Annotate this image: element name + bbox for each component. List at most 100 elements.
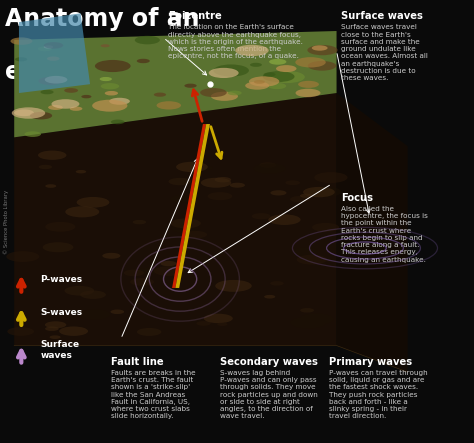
Ellipse shape (45, 222, 75, 232)
Ellipse shape (156, 101, 181, 109)
Ellipse shape (45, 326, 59, 331)
Ellipse shape (270, 190, 286, 195)
Ellipse shape (171, 218, 201, 228)
Ellipse shape (15, 57, 27, 62)
Ellipse shape (47, 56, 60, 61)
Ellipse shape (59, 326, 88, 336)
Ellipse shape (215, 280, 252, 292)
Ellipse shape (124, 270, 144, 276)
Ellipse shape (249, 76, 279, 87)
Ellipse shape (130, 278, 154, 286)
Text: S-waves lag behind
P-waves and can only pass
through solids. They move
rock part: S-waves lag behind P-waves and can only … (220, 370, 318, 420)
Ellipse shape (137, 268, 159, 275)
Text: Also called the
hypocentre, the focus is
the point within the
Earth's crust wher: Also called the hypocentre, the focus is… (341, 206, 428, 263)
Text: The location on the Earth's surface
directly above the earthquake focus,
which i: The location on the Earth's surface dire… (168, 24, 303, 59)
Ellipse shape (254, 163, 285, 174)
Ellipse shape (38, 47, 52, 51)
Ellipse shape (135, 36, 160, 44)
Ellipse shape (46, 184, 56, 188)
Ellipse shape (77, 197, 109, 208)
Ellipse shape (259, 163, 276, 168)
Polygon shape (172, 124, 206, 288)
Text: © Science Photo Library: © Science Photo Library (4, 190, 9, 253)
Ellipse shape (52, 99, 80, 109)
Ellipse shape (250, 63, 262, 67)
Ellipse shape (30, 112, 52, 120)
Ellipse shape (264, 73, 275, 77)
Ellipse shape (109, 98, 130, 105)
Ellipse shape (276, 65, 297, 72)
Ellipse shape (100, 83, 119, 89)
Ellipse shape (314, 172, 347, 183)
Ellipse shape (270, 281, 284, 286)
Ellipse shape (70, 106, 82, 111)
Ellipse shape (160, 261, 176, 266)
Ellipse shape (217, 323, 228, 326)
Ellipse shape (92, 100, 128, 112)
Polygon shape (337, 93, 408, 372)
Ellipse shape (64, 88, 78, 93)
Ellipse shape (211, 92, 238, 101)
Ellipse shape (300, 308, 314, 313)
Ellipse shape (184, 84, 197, 88)
Ellipse shape (269, 71, 305, 83)
Text: earthquake: earthquake (5, 60, 157, 84)
Ellipse shape (298, 81, 319, 88)
Ellipse shape (44, 42, 64, 49)
Polygon shape (14, 93, 337, 346)
Ellipse shape (263, 71, 294, 82)
Ellipse shape (48, 105, 63, 110)
Ellipse shape (208, 192, 232, 200)
Ellipse shape (200, 88, 227, 97)
Ellipse shape (76, 170, 86, 173)
Ellipse shape (64, 286, 94, 295)
Ellipse shape (154, 93, 166, 97)
Ellipse shape (300, 314, 333, 325)
Ellipse shape (308, 61, 336, 71)
Ellipse shape (269, 59, 286, 65)
Text: Faults are breaks in the
Earth's crust. The fault
shown is a 'strike-slip'
like : Faults are breaks in the Earth's crust. … (111, 370, 196, 420)
Ellipse shape (290, 196, 310, 202)
Ellipse shape (172, 224, 198, 233)
Polygon shape (175, 124, 210, 288)
Ellipse shape (44, 45, 53, 49)
Text: S-waves: S-waves (40, 308, 82, 317)
Ellipse shape (303, 187, 335, 197)
Ellipse shape (40, 90, 54, 94)
Ellipse shape (82, 95, 91, 98)
Polygon shape (19, 13, 90, 93)
Ellipse shape (295, 89, 320, 97)
Ellipse shape (14, 109, 34, 116)
Ellipse shape (12, 107, 45, 119)
Ellipse shape (268, 83, 286, 89)
Ellipse shape (204, 314, 233, 323)
Text: P-waves: P-waves (40, 275, 82, 284)
Ellipse shape (245, 82, 269, 89)
Text: Fault line: Fault line (111, 357, 164, 367)
Text: Epicentre: Epicentre (168, 11, 222, 21)
Ellipse shape (111, 120, 125, 124)
Ellipse shape (252, 213, 271, 219)
Ellipse shape (184, 231, 207, 238)
Ellipse shape (154, 266, 184, 276)
Ellipse shape (201, 178, 231, 188)
Ellipse shape (95, 60, 131, 72)
Text: Anatomy of an: Anatomy of an (5, 7, 199, 31)
Ellipse shape (137, 328, 161, 336)
Ellipse shape (105, 91, 118, 96)
Ellipse shape (235, 45, 269, 56)
Ellipse shape (65, 206, 99, 218)
Text: Surface waves travel
close to the Earth's
surface and make the
ground undulate l: Surface waves travel close to the Earth'… (341, 24, 428, 81)
Ellipse shape (169, 178, 191, 185)
Ellipse shape (43, 242, 73, 252)
Ellipse shape (228, 90, 242, 95)
Text: Primary waves: Primary waves (329, 357, 412, 367)
Ellipse shape (215, 177, 231, 183)
Ellipse shape (45, 76, 67, 84)
Ellipse shape (25, 131, 41, 137)
Text: P-waves can travel through
solid, liquid or gas and are
the fastest shock waves.: P-waves can travel through solid, liquid… (329, 370, 428, 420)
Ellipse shape (171, 195, 194, 203)
Ellipse shape (176, 162, 208, 172)
Ellipse shape (295, 57, 326, 67)
Ellipse shape (300, 194, 312, 198)
